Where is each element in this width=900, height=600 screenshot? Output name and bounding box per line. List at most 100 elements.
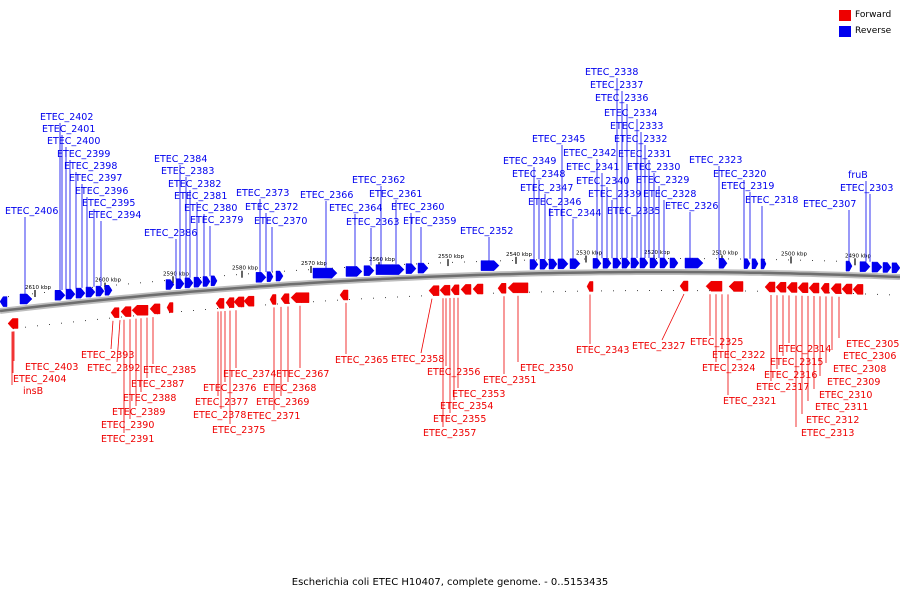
gene-label-reverse: ETEC_2328 — [643, 189, 696, 200]
backbone-line — [0, 270, 900, 313]
minor-tick — [493, 292, 494, 294]
gene-label-forward: ETEC_2375 — [212, 425, 265, 436]
minor-tick — [649, 290, 650, 291]
gene-label-reverse: ETEC_2303 — [840, 183, 893, 194]
minor-tick — [553, 291, 554, 293]
minor-tick — [565, 290, 566, 292]
gene-label-reverse: ETEC_2307 — [803, 199, 856, 210]
reverse-gene — [363, 265, 375, 276]
minor-tick — [25, 326, 26, 328]
forward-gene — [290, 292, 310, 303]
scale-tick-label: 2500 kbp — [781, 251, 807, 257]
minor-tick — [709, 290, 710, 292]
reverse-gene — [175, 278, 185, 289]
gene-label-reverse: ETEC_2323 — [689, 155, 742, 166]
minor-tick — [61, 322, 62, 324]
forward-gene — [830, 283, 842, 294]
minor-tick — [32, 293, 33, 295]
gene-label-reverse: ETEC_2336 — [595, 93, 648, 104]
gene-label-reverse: ETEC_2334 — [604, 108, 657, 119]
minor-tick — [224, 275, 225, 277]
gene-label-reverse: ETEC_2329 — [636, 175, 689, 186]
forward-gene — [841, 283, 853, 295]
minor-tick — [140, 282, 141, 284]
reverse-gene — [95, 285, 105, 297]
gene-label-reverse: ETEC_2373 — [236, 188, 289, 199]
minor-tick — [764, 258, 765, 260]
reverse-gene — [743, 258, 751, 269]
forward-gene — [428, 285, 440, 296]
gene-label-forward: ETEC_2389 — [112, 407, 165, 418]
minor-tick — [128, 283, 129, 285]
reverse-gene — [548, 258, 558, 270]
reverse-gene — [602, 258, 612, 269]
minor-tick — [656, 258, 657, 259]
gene-label-forward: ETEC_2316 — [764, 370, 817, 381]
minor-tick — [349, 299, 350, 300]
gene-label-reverse: ETEC_2338 — [585, 67, 638, 78]
minor-tick — [613, 290, 614, 292]
scale-tick-label: 2570 kbp — [301, 261, 327, 267]
reverse-gene — [480, 260, 500, 271]
minor-tick — [116, 284, 117, 286]
reverse-gene — [718, 258, 728, 269]
gene-label-forward: ETEC_2311 — [815, 402, 868, 413]
gene-label-reverse: ETEC_2344 — [548, 208, 601, 219]
reverse-gene — [0, 296, 8, 307]
reverse-gene — [612, 257, 622, 269]
reverse-gene — [266, 271, 274, 282]
reverse-gene — [184, 277, 194, 289]
minor-tick — [236, 274, 237, 276]
minor-tick — [361, 298, 362, 300]
gene-label-forward: ETEC_2325 — [690, 337, 743, 348]
reverse-gene — [104, 285, 113, 296]
gene-label-reverse: ETEC_2380 — [184, 203, 237, 214]
scale-tick-label: 2610 kbp — [25, 285, 51, 291]
minor-tick — [836, 260, 837, 262]
gene-label-reverse: ETEC_2347 — [520, 183, 573, 194]
minor-tick — [200, 277, 201, 278]
gene-label-reverse: ETEC_2337 — [590, 80, 643, 91]
gene-label-reverse: ETEC_2364 — [329, 203, 382, 214]
legend-reverse-swatch — [839, 26, 851, 37]
minor-tick — [344, 267, 345, 268]
leader-line-forward — [110, 320, 114, 350]
minor-tick — [217, 308, 218, 309]
minor-tick — [620, 258, 621, 260]
reverse-gene — [882, 262, 892, 273]
minor-tick — [757, 290, 758, 292]
minor-tick — [44, 292, 45, 293]
minor-tick — [889, 294, 890, 296]
reverse-gene — [539, 258, 549, 270]
minor-tick — [373, 297, 374, 299]
minor-tick — [37, 325, 38, 327]
gene-label-reverse: ETEC_2383 — [161, 166, 214, 177]
reverse-gene — [639, 257, 649, 269]
reverse-gene — [557, 258, 569, 270]
forward-gene — [460, 284, 472, 295]
gene-label-reverse: ETEC_2396 — [75, 186, 128, 197]
gene-label-forward: ETEC_2387 — [131, 379, 184, 390]
minor-tick — [812, 260, 813, 261]
forward-gene — [339, 289, 349, 301]
gene-label-forward: ETEC_2358 — [391, 354, 444, 365]
gene-label-forward: ETEC_2350 — [520, 363, 573, 374]
minor-tick — [464, 261, 465, 263]
gene-label-reverse: ETEC_2394 — [88, 210, 141, 221]
minor-tick — [728, 258, 729, 260]
reverse-gene — [405, 263, 417, 274]
minor-tick — [397, 296, 398, 298]
minor-tick — [452, 261, 453, 263]
minor-tick — [121, 316, 122, 318]
gene-label-forward: ETEC_2322 — [712, 350, 765, 361]
forward-gene — [507, 282, 529, 294]
gene-label-reverse: ETEC_2362 — [352, 175, 405, 186]
minor-tick — [536, 259, 537, 261]
minor-tick — [164, 280, 165, 282]
minor-tick — [673, 290, 674, 291]
forward-gene — [497, 283, 507, 294]
forward-gene — [797, 282, 809, 293]
minor-tick — [680, 258, 681, 259]
